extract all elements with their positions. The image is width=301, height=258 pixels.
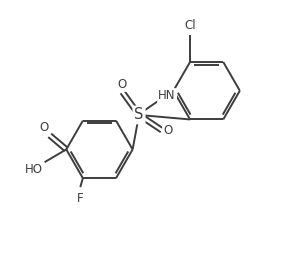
Text: Cl: Cl — [184, 19, 196, 32]
Text: S: S — [134, 108, 144, 123]
Text: O: O — [39, 121, 48, 134]
Text: O: O — [118, 78, 127, 91]
Text: F: F — [77, 192, 84, 205]
Text: HO: HO — [25, 164, 43, 176]
Text: O: O — [163, 124, 172, 137]
Text: HN: HN — [158, 89, 176, 102]
